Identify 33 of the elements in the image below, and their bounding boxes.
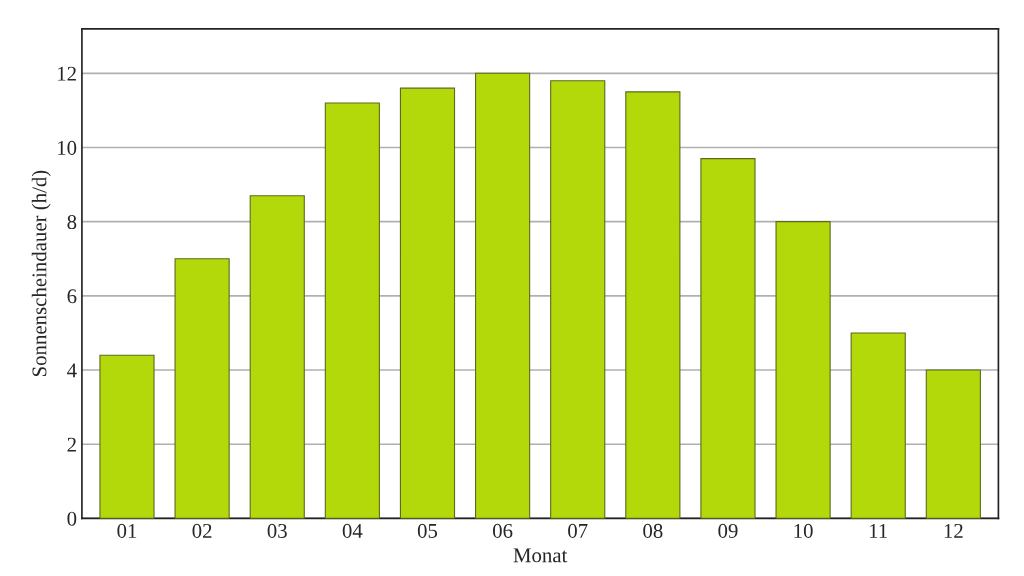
y-tick-label: 2: [67, 437, 76, 452]
x-tick-label: 07: [568, 523, 588, 538]
x-tick-label: 01: [117, 523, 137, 538]
x-tick-label: 09: [718, 523, 738, 538]
bar: [625, 91, 681, 519]
bar: [475, 72, 531, 519]
x-axis-title: Monat: [513, 548, 568, 563]
y-tick-label: 6: [67, 289, 77, 304]
bar: [249, 195, 305, 519]
x-tick-label: 05: [417, 523, 438, 538]
x-tick-label: 06: [492, 523, 513, 538]
y-tick-label: 0: [67, 511, 77, 526]
bar: [550, 80, 606, 519]
bar: [174, 258, 230, 519]
bar: [775, 221, 831, 519]
y-tick-label: 12: [58, 66, 76, 81]
x-tick-label: 02: [192, 523, 212, 538]
bar: [925, 369, 981, 519]
x-tick-label: 12: [944, 523, 963, 538]
y-tick-label: 8: [67, 215, 77, 230]
bar: [99, 354, 155, 519]
y-tick-label: 10: [58, 140, 77, 155]
y-tick-label: 4: [67, 363, 77, 378]
bar: [850, 332, 906, 519]
bar: [399, 87, 456, 519]
bar: [324, 102, 380, 519]
x-tick-label: 08: [643, 523, 663, 538]
x-tick-label: 03: [267, 523, 287, 538]
x-tick-label: 11: [870, 523, 887, 538]
y-axis-title: Sonnenscheindauer (h/d): [31, 170, 51, 377]
x-tick-label: 10: [794, 523, 813, 538]
bar: [700, 158, 756, 519]
x-tick-label: 04: [342, 523, 363, 538]
